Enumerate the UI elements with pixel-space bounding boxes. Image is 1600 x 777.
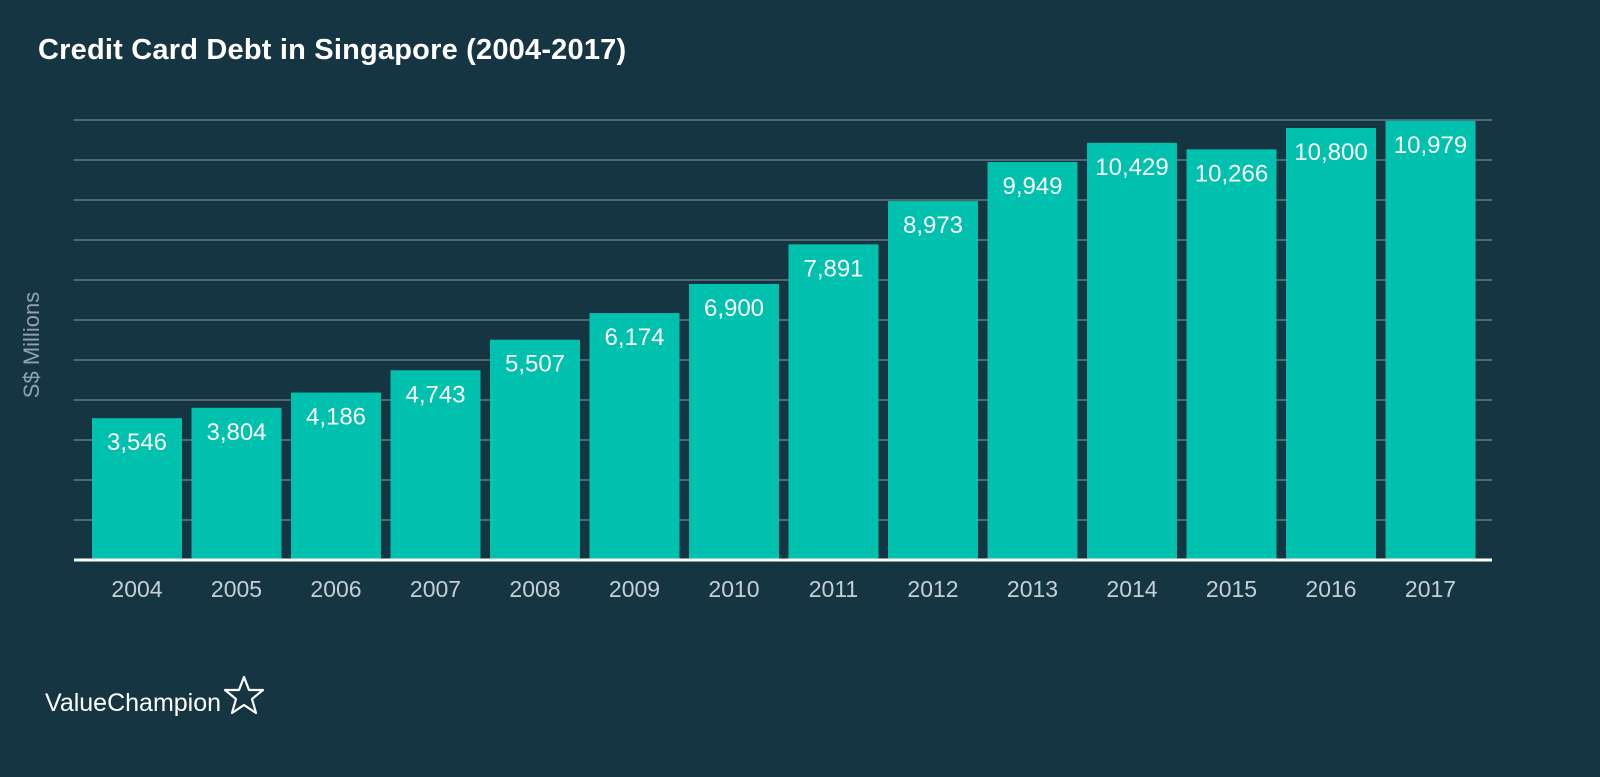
data-labels: 3,546 3,804 4,186 4,743 5,507 6,174 6,900 7,891… (107, 132, 1467, 456)
bar-2007 (390, 370, 481, 560)
data-label-2006: 4,186 (306, 404, 366, 431)
x-tick-2013: 2013 (1007, 576, 1058, 602)
bar-2013 (987, 162, 1078, 561)
brand-name: ValueChampion (45, 689, 222, 717)
bar-2014 (1087, 142, 1177, 560)
x-tick-2005: 2005 (211, 576, 262, 602)
data-label-2016: 10,800 (1294, 139, 1367, 166)
bar-2008 (490, 339, 580, 560)
x-tick-2008: 2008 (509, 576, 560, 602)
bar-2011 (788, 244, 879, 561)
data-label-2015: 10,266 (1195, 160, 1268, 187)
bar-2009 (589, 313, 680, 560)
x-tick-2016: 2016 (1305, 576, 1356, 602)
bar-2010 (689, 284, 779, 560)
data-label-2009: 6,174 (604, 324, 664, 351)
data-label-2014: 10,429 (1095, 154, 1168, 181)
data-label-2012: 8,973 (903, 212, 963, 239)
data-label-2007: 4,743 (405, 381, 465, 408)
data-label-2005: 3,804 (206, 419, 266, 446)
bar-2006 (291, 392, 381, 560)
data-label-2011: 7,891 (803, 255, 863, 282)
gridlines (74, 119, 1492, 521)
x-tick-2009: 2009 (609, 576, 660, 602)
data-label-2013: 9,949 (1002, 173, 1062, 200)
x-tick-2014: 2014 (1106, 576, 1157, 602)
x-tick-2004: 2004 (111, 576, 162, 602)
x-tick-2010: 2010 (708, 576, 759, 602)
bar-2005 (191, 407, 282, 560)
brand-logo: ValueChampion (45, 675, 265, 722)
chart-title: Credit Card Debt in Singapore (2004-2017… (38, 34, 627, 66)
bar-2015 (1186, 149, 1277, 561)
bars (92, 120, 1476, 561)
x-tick-2007: 2007 (410, 576, 461, 602)
x-tick-2015: 2015 (1206, 576, 1257, 602)
x-tick-labels: 2004 2005 2006 2007 2008 2009 2010 2011 2012 2013… (111, 576, 1456, 602)
data-label-2017: 10,979 (1394, 132, 1467, 159)
x-tick-2017: 2017 (1405, 576, 1456, 602)
x-tick-2006: 2006 (310, 576, 361, 602)
bar-2012 (888, 201, 978, 560)
data-label-2004: 3,546 (107, 429, 167, 456)
data-label-2008: 5,507 (505, 351, 565, 378)
x-tick-2012: 2012 (907, 576, 958, 602)
bar-2016 (1286, 128, 1376, 560)
bar-2004 (92, 418, 182, 560)
x-tick-2011: 2011 (809, 576, 858, 602)
star-outline-icon (223, 675, 265, 722)
data-label-2010: 6,900 (704, 295, 764, 322)
bar-2017 (1385, 120, 1476, 560)
